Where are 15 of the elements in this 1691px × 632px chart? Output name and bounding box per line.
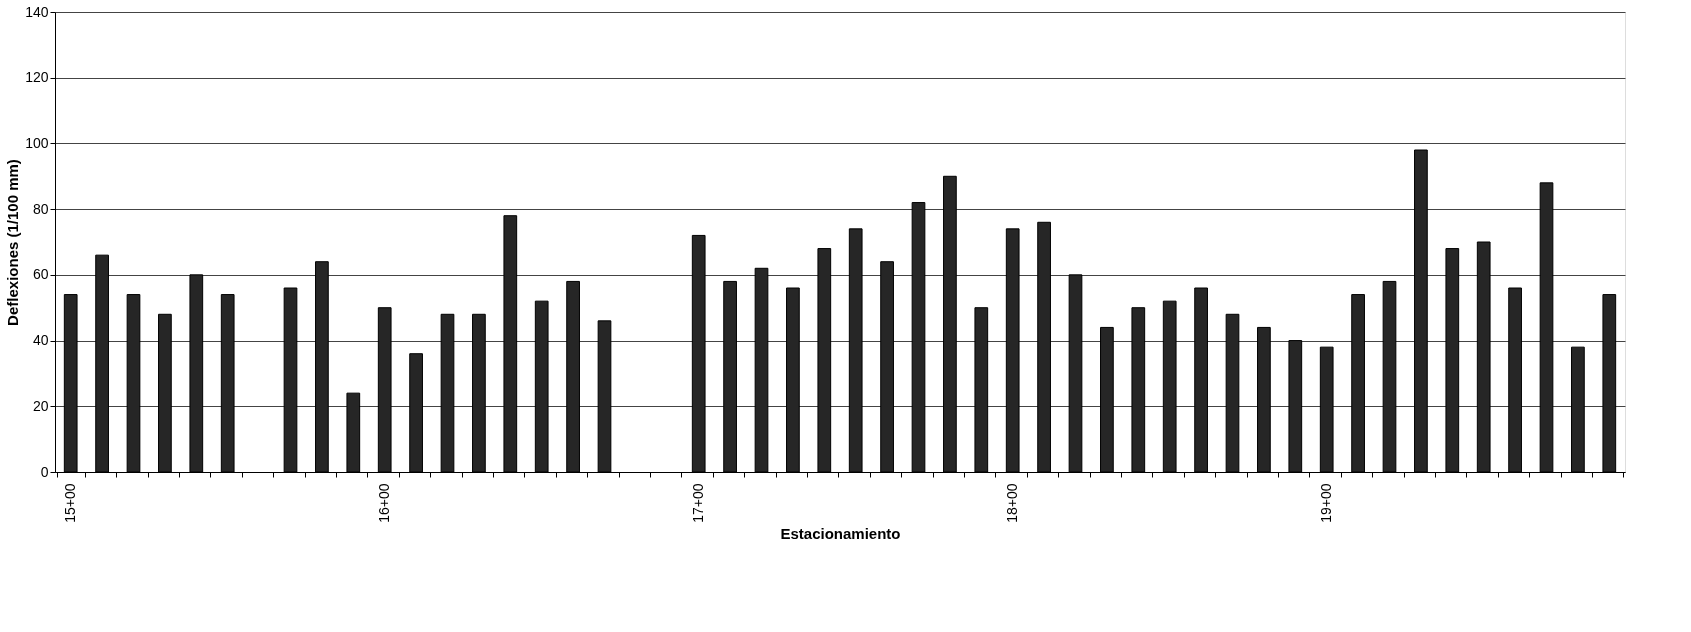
y-tick-label: 40 [32,332,49,349]
y-tick-label: 140 [25,3,49,20]
y-tick-label: 120 [25,69,49,86]
y-tick-label: 20 [32,397,49,414]
x-tick-label: 19+00 [1318,483,1335,523]
y-tick-label: 100 [25,134,49,151]
y-tick-label: 0 [40,463,49,480]
x-tick-label: 18+00 [1004,483,1021,523]
x-axis-title: Estacionamiento [780,524,901,542]
x-tick-label: 15+00 [62,483,79,523]
y-axis-title: Deflexiones (1/100 mm) [4,159,22,326]
y-tick-label: 60 [32,266,49,283]
x-tick-label: 17+00 [690,483,707,523]
y-tick-label: 80 [32,200,49,217]
x-tick-label: 16+00 [376,483,393,523]
